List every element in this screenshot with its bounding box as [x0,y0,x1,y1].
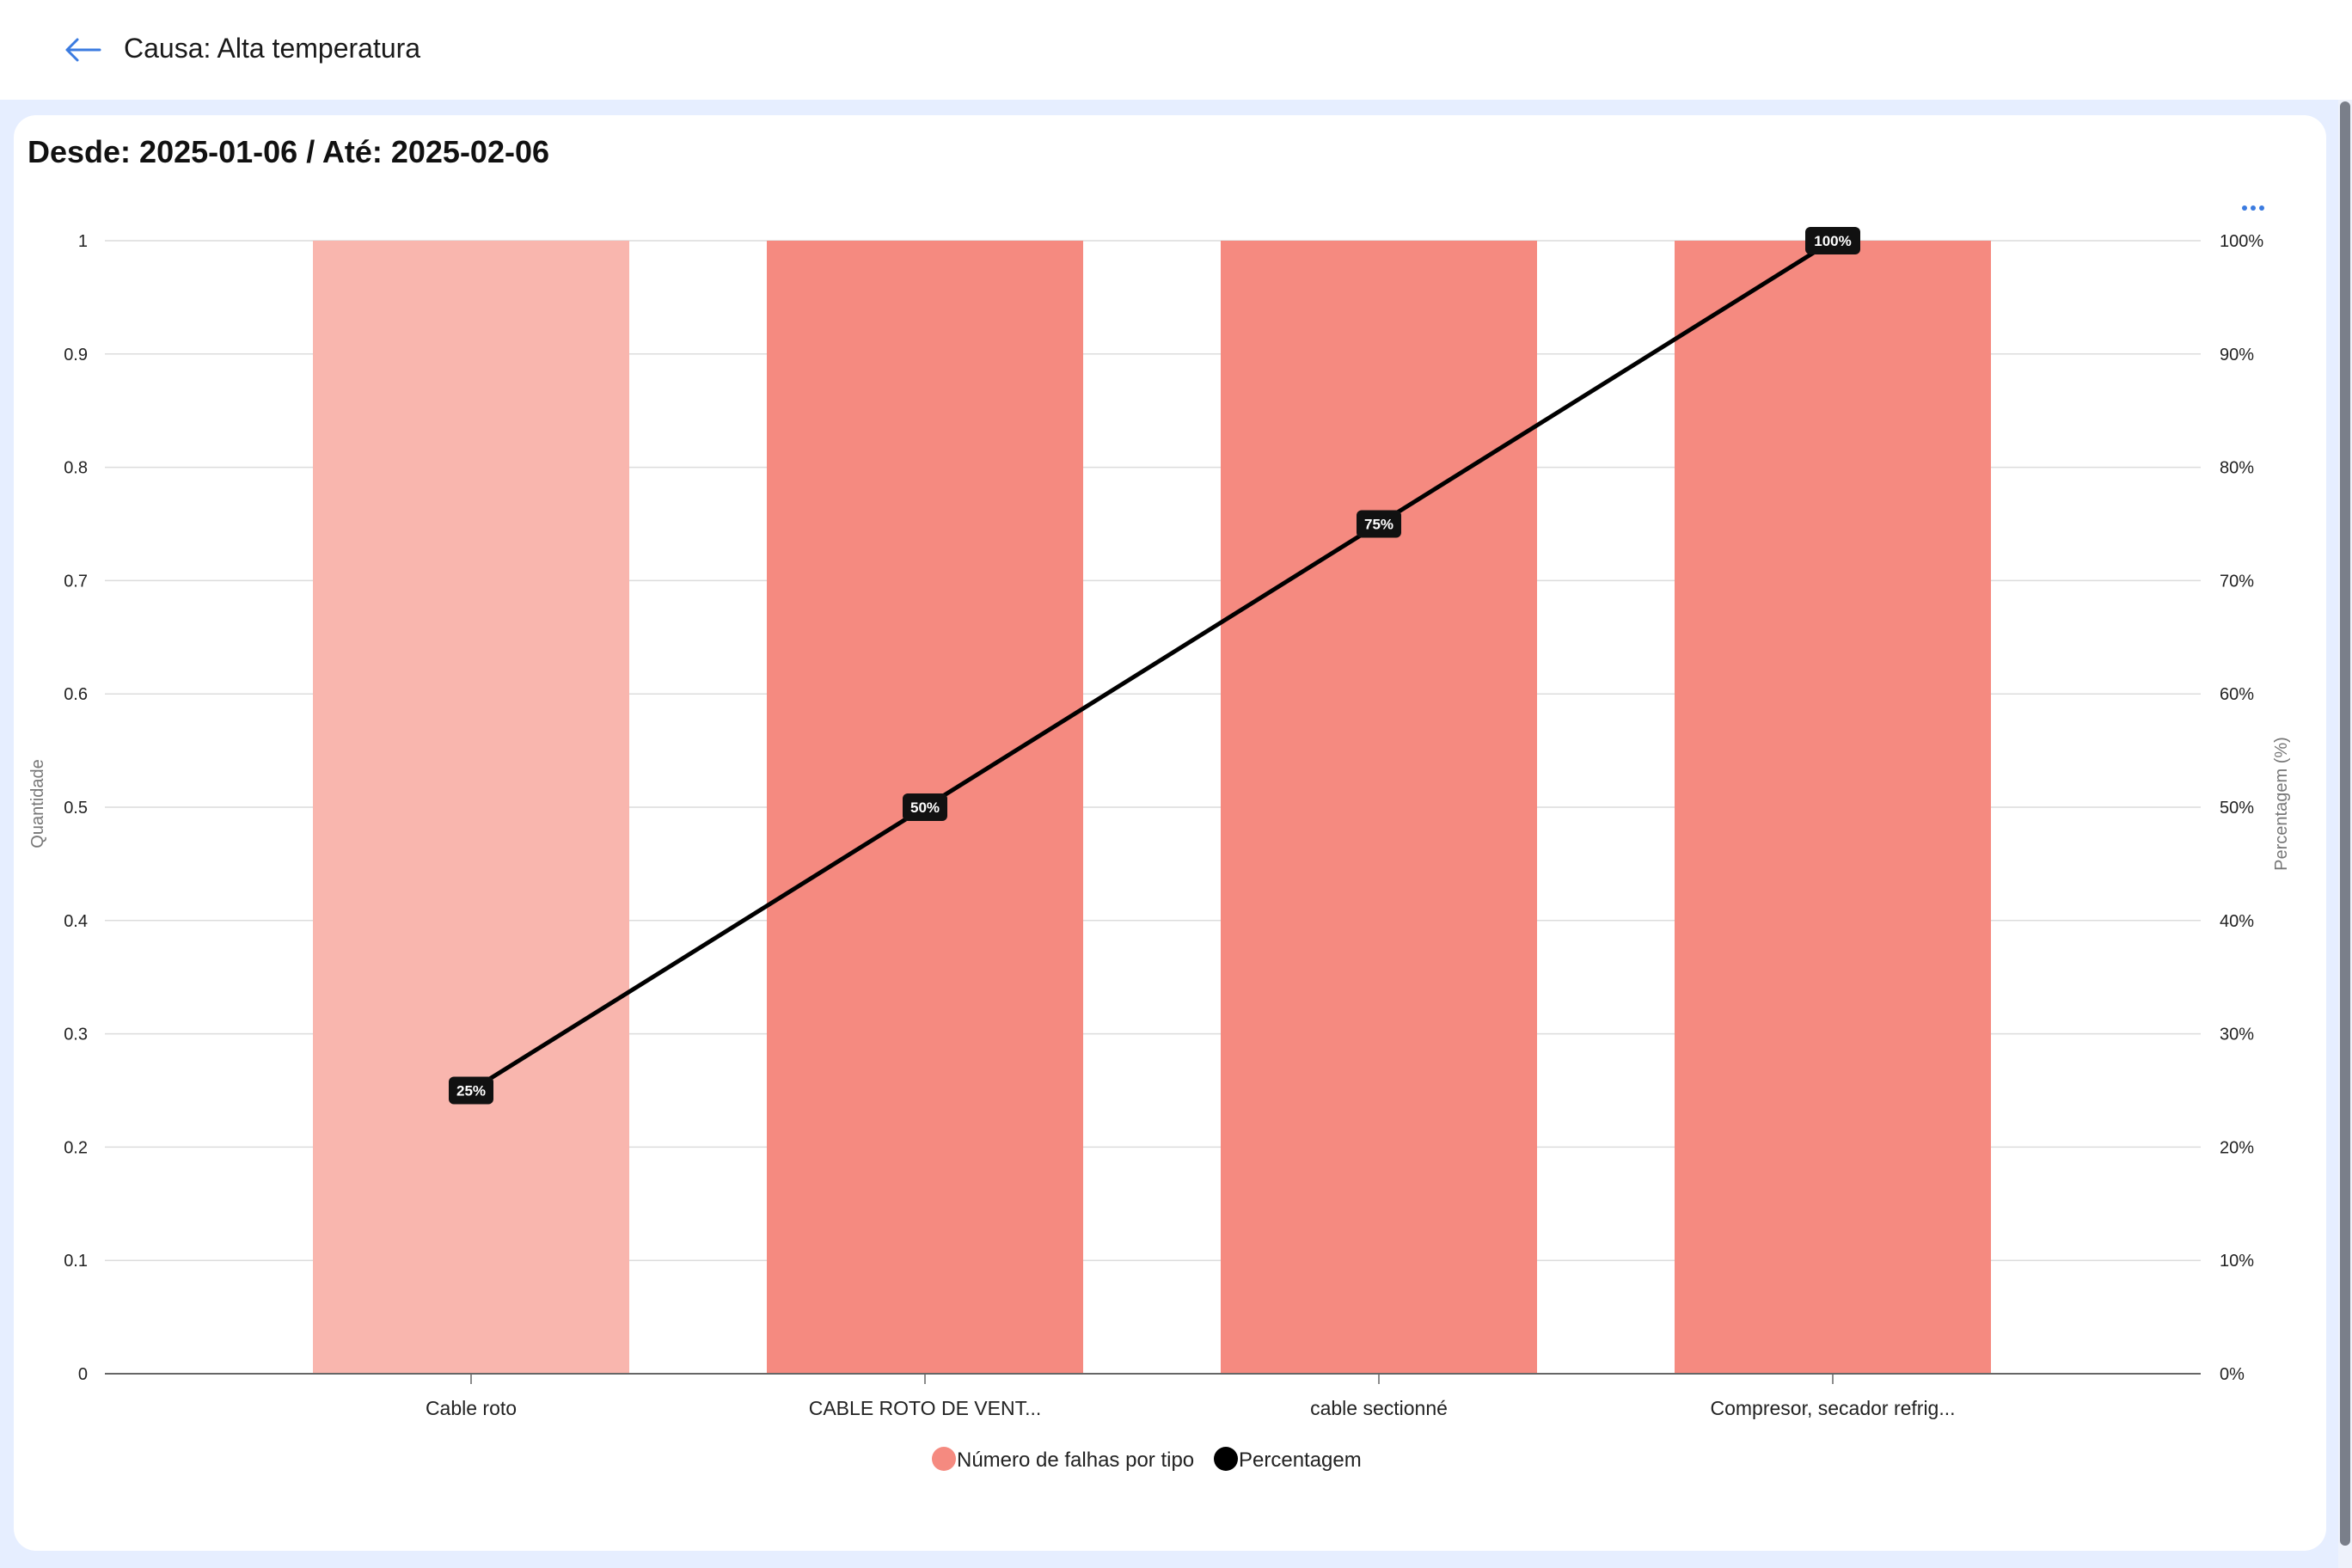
bar[interactable] [313,241,629,1374]
y-tick-label: 0.7 [64,572,88,591]
y2-tick-label: 80% [2220,459,2254,478]
y2-tick-label: 40% [2220,912,2254,931]
y-tick-label: 0 [78,1365,88,1384]
legend-item[interactable]: Número de falhas por tipo [932,1447,1194,1472]
y2-tick-label: 30% [2220,1026,2254,1044]
bar[interactable] [1221,241,1537,1374]
y2-tick-label: 90% [2220,346,2254,364]
data-label-text: 25% [456,1083,486,1099]
data-label-text: 100% [1814,233,1851,249]
data-label-text: 75% [1364,517,1393,533]
legend-item[interactable]: Percentagem [1214,1447,1362,1472]
x-tick-label: cable sectionné [1310,1397,1448,1419]
legend-marker [1214,1447,1238,1471]
y2-tick-label: 0% [2220,1365,2245,1384]
more-horizontal-icon [2242,205,2264,211]
y2-tick-label: 50% [2220,799,2254,818]
percentage-line [469,238,1834,1093]
percentage-series-line [469,238,1834,1093]
y2-tick-label: 100% [2220,232,2263,251]
scrollbar-thumb[interactable] [2340,101,2350,1546]
y-tick-label: 0.4 [64,912,88,931]
back-button[interactable] [58,26,107,74]
x-tick-label: Cable roto [426,1397,517,1419]
arrow-left-icon [65,38,101,62]
app-header: Causa: Alta temperatura [0,0,2352,100]
data-label-badge [1357,510,1401,538]
y-tick-label: 1 [78,232,88,251]
percentage-data-label: 75% [1357,510,1401,538]
data-label-badge [449,1076,493,1105]
date-range-title: Desde: 2025-01-06 / Até: 2025-02-06 [28,134,550,169]
data-labels: 25% 50% 75% 100% [449,227,1860,1105]
y2-tick-label: 10% [2220,1252,2254,1271]
y2-tick-label: 60% [2220,685,2254,704]
legend: Número de falhas por tipo Percentagem [932,1447,1362,1472]
y2-tick-label: 70% [2220,572,2254,591]
page-title: Causa: Alta temperatura [124,33,421,64]
bars [313,241,1991,1374]
legend-marker [932,1447,956,1471]
y-axis-title: Quantidade [28,759,47,848]
y-tick-label: 0.3 [64,1026,88,1044]
x-tick-label: CABLE ROTO DE VENT... [809,1397,1042,1419]
y-tick-label: 0.8 [64,459,88,478]
legend-label: Percentagem [1239,1449,1362,1472]
y2-tick-label: 20% [2220,1138,2254,1157]
y-tick-label: 0.5 [64,799,88,818]
percentage-data-label: 100% [1805,227,1860,254]
bar[interactable] [1675,241,1991,1374]
y-tick-label: 0.1 [64,1252,88,1271]
data-label-text: 50% [910,799,940,816]
data-label-badge [1805,227,1860,254]
percentage-data-label: 25% [449,1076,493,1105]
x-tick-label: Compresor, secador refrig... [1710,1397,1955,1419]
percentage-data-label: 50% [903,793,947,821]
legend-label: Número de falhas por tipo [957,1449,1194,1472]
y2-axis-title: Percentagem (%) [2272,737,2291,871]
y-tick-label: 0.9 [64,346,88,364]
axes: 00.10.20.30.40.50.60.70.80.910%10%20%30%… [28,232,2291,1419]
data-label-badge [903,793,947,821]
y-tick-label: 0.6 [64,685,88,704]
chart-menu-button[interactable] [2232,189,2275,227]
y-tick-label: 0.2 [64,1138,88,1157]
